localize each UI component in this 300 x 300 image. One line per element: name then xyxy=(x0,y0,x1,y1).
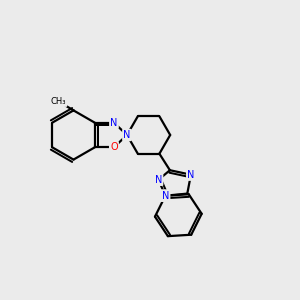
Text: N: N xyxy=(162,191,169,201)
Text: CH₃: CH₃ xyxy=(51,97,66,106)
Text: N: N xyxy=(187,170,195,180)
Text: N: N xyxy=(155,175,162,185)
Text: O: O xyxy=(110,142,118,152)
Text: N: N xyxy=(162,191,169,201)
Text: N: N xyxy=(123,130,131,140)
Text: N: N xyxy=(110,118,118,128)
